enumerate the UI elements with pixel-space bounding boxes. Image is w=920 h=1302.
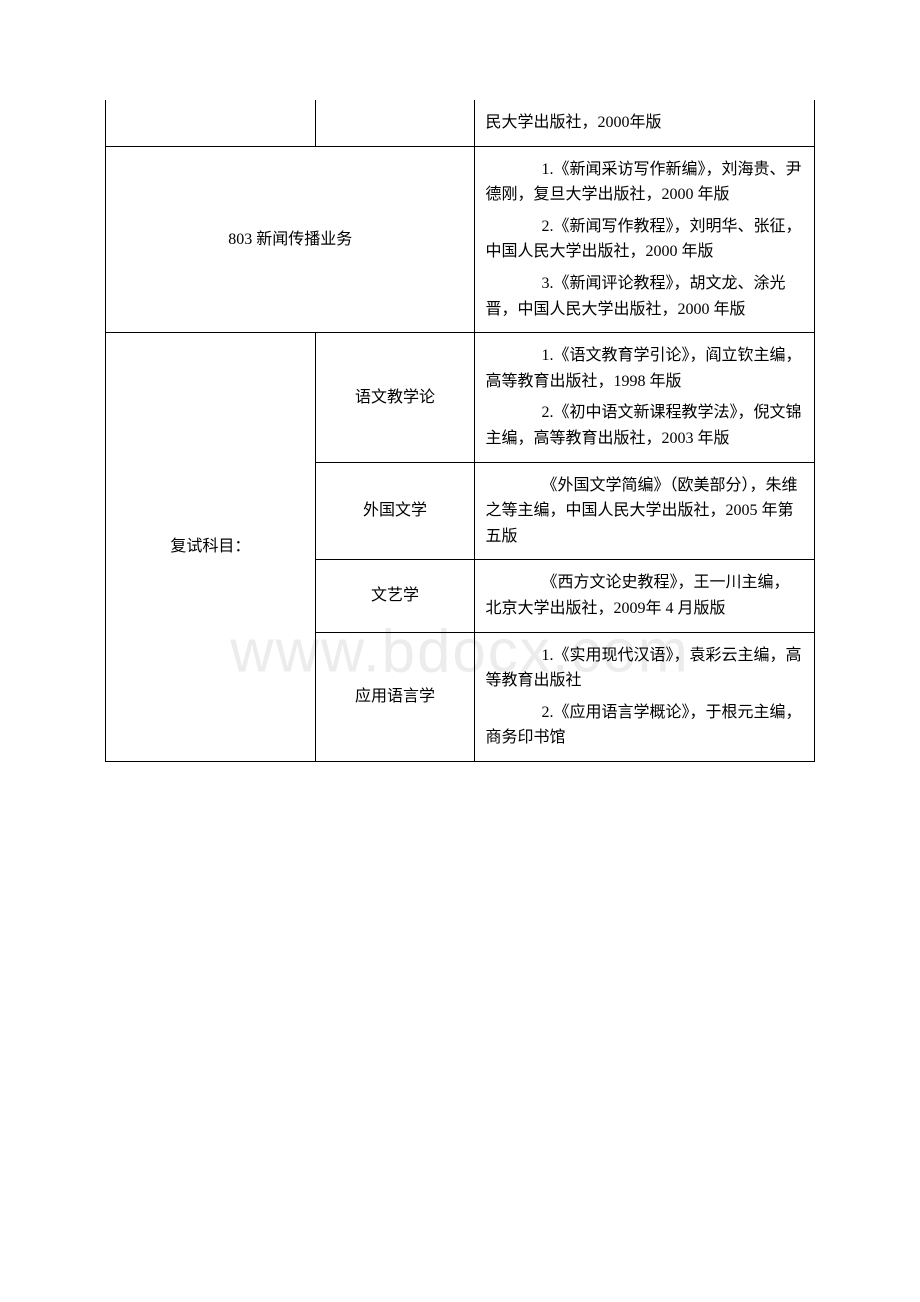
cell-col2: 应用语言学 xyxy=(315,632,475,761)
ref-text: 《外国文学简编》（欧美部分），朱维之等主编，中国人民大学出版社，2005 年第五… xyxy=(485,473,804,550)
cell-col3: 1.《新闻采访写作新编》，刘海贵、尹德刚，复旦大学出版社，2000 年版 2.《… xyxy=(475,146,815,333)
ref-text: 2.《新闻写作教程》，刘明华、张征，中国人民大学出版社，2000 年版 xyxy=(485,214,804,265)
table-row: 民大学出版社，2000年版 xyxy=(106,100,815,146)
cell-col2 xyxy=(315,100,475,146)
ref-text: 民大学出版社，2000年版 xyxy=(485,110,804,136)
cell-col2: 文艺学 xyxy=(315,560,475,632)
cell-col3: 《外国文学简编》（欧美部分），朱维之等主编，中国人民大学出版社，2005 年第五… xyxy=(475,462,815,560)
ref-text: 2.《初中语文新课程教学法》，倪文锦主编，高等教育出版社，2003 年版 xyxy=(485,400,804,451)
ref-text: 1.《新闻采访写作新编》，刘海贵、尹德刚，复旦大学出版社，2000 年版 xyxy=(485,157,804,208)
ref-text: 2.《应用语言学概论》，于根元主编，商务印书馆 xyxy=(485,700,804,751)
ref-text: 3.《新闻评论教程》，胡文龙、涂光晋，中国人民大学出版社，2000 年版 xyxy=(485,271,804,322)
cell-col1: 复试科目： xyxy=(106,333,316,762)
cell-col3: 《西方文论史教程》，王一川主编，北京大学出版社，2009年 4 月版版 xyxy=(475,560,815,632)
cell-col2: 外国文学 xyxy=(315,462,475,560)
cell-col1 xyxy=(106,100,316,146)
ref-text: 1.《语文教育学引论》，阎立钦主编，高等教育出版社，1998 年版 xyxy=(485,343,804,394)
table-row: 803 新闻传播业务 1.《新闻采访写作新编》，刘海贵、尹德刚，复旦大学出版社，… xyxy=(106,146,815,333)
ref-text: 1.《实用现代汉语》，袁彩云主编，高等教育出版社 xyxy=(485,643,804,694)
table-row: 复试科目： 语文教学论 1.《语文教育学引论》，阎立钦主编，高等教育出版社，19… xyxy=(106,333,815,462)
cell-col3: 1.《实用现代汉语》，袁彩云主编，高等教育出版社 2.《应用语言学概论》，于根元… xyxy=(475,632,815,761)
cell-col3: 民大学出版社，2000年版 xyxy=(475,100,815,146)
cell-merged: 803 新闻传播业务 xyxy=(106,146,475,333)
cell-col2: 语文教学论 xyxy=(315,333,475,462)
ref-text: 《西方文论史教程》，王一川主编，北京大学出版社，2009年 4 月版版 xyxy=(485,570,804,621)
reference-table: 民大学出版社，2000年版 803 新闻传播业务 1.《新闻采访写作新编》，刘海… xyxy=(105,100,815,762)
cell-col3: 1.《语文教育学引论》，阎立钦主编，高等教育出版社，1998 年版 2.《初中语… xyxy=(475,333,815,462)
